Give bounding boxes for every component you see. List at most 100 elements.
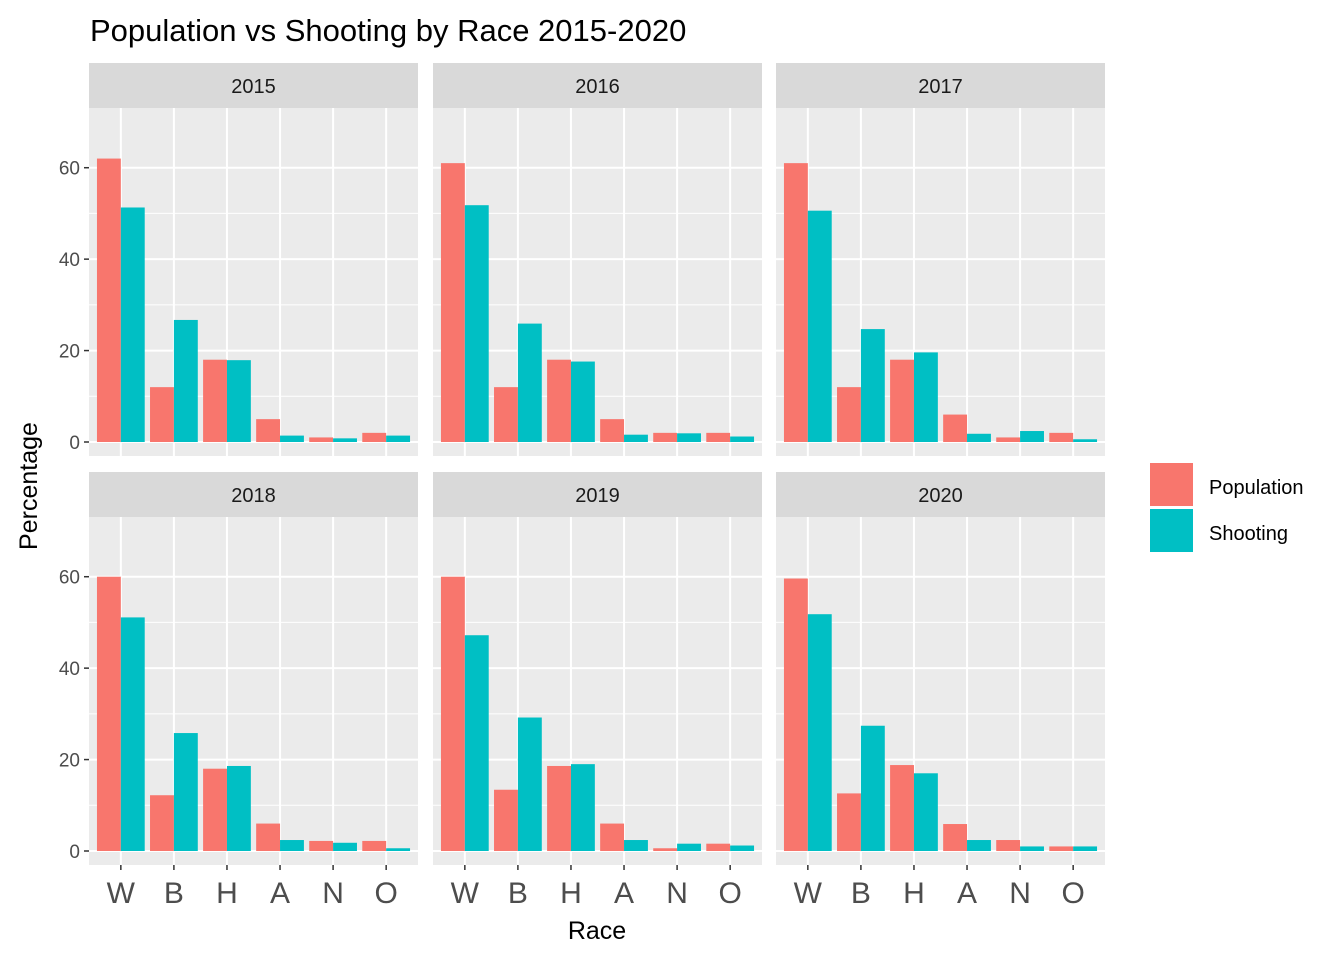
bar-population-N <box>996 437 1021 442</box>
bar-shooting-A <box>624 434 648 442</box>
bar-population-W <box>440 576 465 851</box>
bar-population-H <box>547 359 571 442</box>
legend-label-population: Population <box>1209 477 1304 499</box>
facet-label: 2019 <box>575 485 620 507</box>
bar-population-A <box>943 824 968 851</box>
bar-population-B <box>150 795 174 851</box>
bar-population-A <box>943 414 968 442</box>
x-axis-title: Race <box>568 917 626 945</box>
bar-shooting-N <box>677 843 701 851</box>
bar-population-B <box>837 793 861 851</box>
facet-strip <box>89 63 418 108</box>
bar-shooting-W <box>120 207 145 442</box>
bar-shooting-B <box>173 319 198 442</box>
bar-population-W <box>96 576 121 851</box>
facet-panel-2020: 2020 W B H A N O <box>776 472 1105 910</box>
bar-population-B <box>837 387 861 442</box>
bar-population-N <box>996 840 1021 851</box>
bar-shooting-N <box>1020 846 1044 851</box>
bar-population-N <box>309 840 334 851</box>
facet-strip <box>89 472 418 517</box>
bar-population-H <box>890 359 914 442</box>
y-axis-title: Percentage <box>15 422 43 550</box>
bar-population-O <box>362 432 387 442</box>
bar-shooting-H <box>913 352 938 442</box>
bar-population-N <box>309 437 334 442</box>
legend-label-shooting: Shooting <box>1209 523 1288 545</box>
bar-shooting-H <box>570 361 595 442</box>
bar-shooting-N <box>1020 431 1044 442</box>
bar-population-N <box>653 432 678 442</box>
bar-shooting-W <box>807 614 832 851</box>
y-tick-label: 40 <box>59 659 80 680</box>
bar-shooting-W <box>807 210 832 442</box>
bar-shooting-A <box>967 840 991 851</box>
bar-shooting-O <box>1073 439 1098 442</box>
bar-shooting-O <box>386 435 411 442</box>
bar-population-O <box>706 432 731 442</box>
y-tick-label: 60 <box>59 568 80 589</box>
bar-population-H <box>890 765 914 851</box>
x-tick-label: H <box>560 877 582 910</box>
y-tick-label: 40 <box>59 250 80 271</box>
x-tick-label: N <box>322 877 344 910</box>
bar-shooting-O <box>730 845 755 851</box>
bar-shooting-N <box>333 842 357 851</box>
bar-shooting-H <box>913 773 938 851</box>
bar-shooting-O <box>730 436 755 442</box>
legend-key-population <box>1150 463 1193 506</box>
bar-shooting-B <box>517 717 542 851</box>
x-tick-label: H <box>216 877 238 910</box>
chart-title: Population vs Shooting by Race 2015-2020 <box>90 13 686 48</box>
facet-panel-2019: 2019 W B H A N O <box>433 472 762 910</box>
facet-strip <box>433 63 762 108</box>
x-tick-label: O <box>374 877 397 910</box>
bar-population-B <box>494 387 518 442</box>
x-tick-label: B <box>851 877 871 910</box>
facet-panel-2016: 2016 <box>433 63 762 456</box>
bar-population-O <box>362 840 387 851</box>
bar-population-O <box>706 843 731 851</box>
x-tick-label: H <box>903 877 925 910</box>
y-tick-label: 20 <box>59 342 80 363</box>
bar-shooting-H <box>226 765 251 851</box>
bar-shooting-W <box>120 617 145 851</box>
bar-population-B <box>150 387 174 442</box>
x-tick-label: A <box>270 877 290 910</box>
bar-shooting-N <box>677 433 701 442</box>
facet-panel-2018: 2018 0 20 40 60 W B H A N O <box>59 472 418 910</box>
bar-shooting-N <box>333 438 357 442</box>
bar-population-O <box>1049 846 1074 851</box>
bar-population-A <box>256 823 281 851</box>
bar-population-W <box>783 163 808 442</box>
bar-population-N <box>653 848 678 851</box>
y-tick-label: 0 <box>69 842 80 863</box>
bar-population-O <box>1049 432 1074 442</box>
facet-strip <box>433 472 762 517</box>
bar-shooting-B <box>860 329 885 442</box>
bar-shooting-O <box>1073 846 1098 851</box>
legend-key-shooting <box>1150 509 1193 552</box>
facet-label: 2020 <box>918 485 963 507</box>
bar-shooting-W <box>464 205 489 442</box>
x-tick-label: B <box>164 877 184 910</box>
y-tick-label: 20 <box>59 751 80 772</box>
x-tick-label: W <box>794 877 823 910</box>
bar-population-H <box>203 359 227 442</box>
bar-population-A <box>600 419 625 442</box>
bar-shooting-A <box>967 433 991 442</box>
bar-shooting-H <box>226 360 251 442</box>
x-tick-label: N <box>666 877 688 910</box>
x-tick-label: W <box>107 877 136 910</box>
bar-shooting-A <box>280 435 304 442</box>
bar-shooting-O <box>386 848 411 851</box>
bar-shooting-B <box>517 323 542 442</box>
bar-population-A <box>600 823 625 851</box>
bar-shooting-B <box>860 725 885 851</box>
x-tick-label: W <box>451 877 480 910</box>
bar-population-W <box>440 163 465 442</box>
bar-shooting-W <box>464 635 489 851</box>
bar-population-W <box>783 578 808 851</box>
facet-label: 2017 <box>918 76 963 98</box>
